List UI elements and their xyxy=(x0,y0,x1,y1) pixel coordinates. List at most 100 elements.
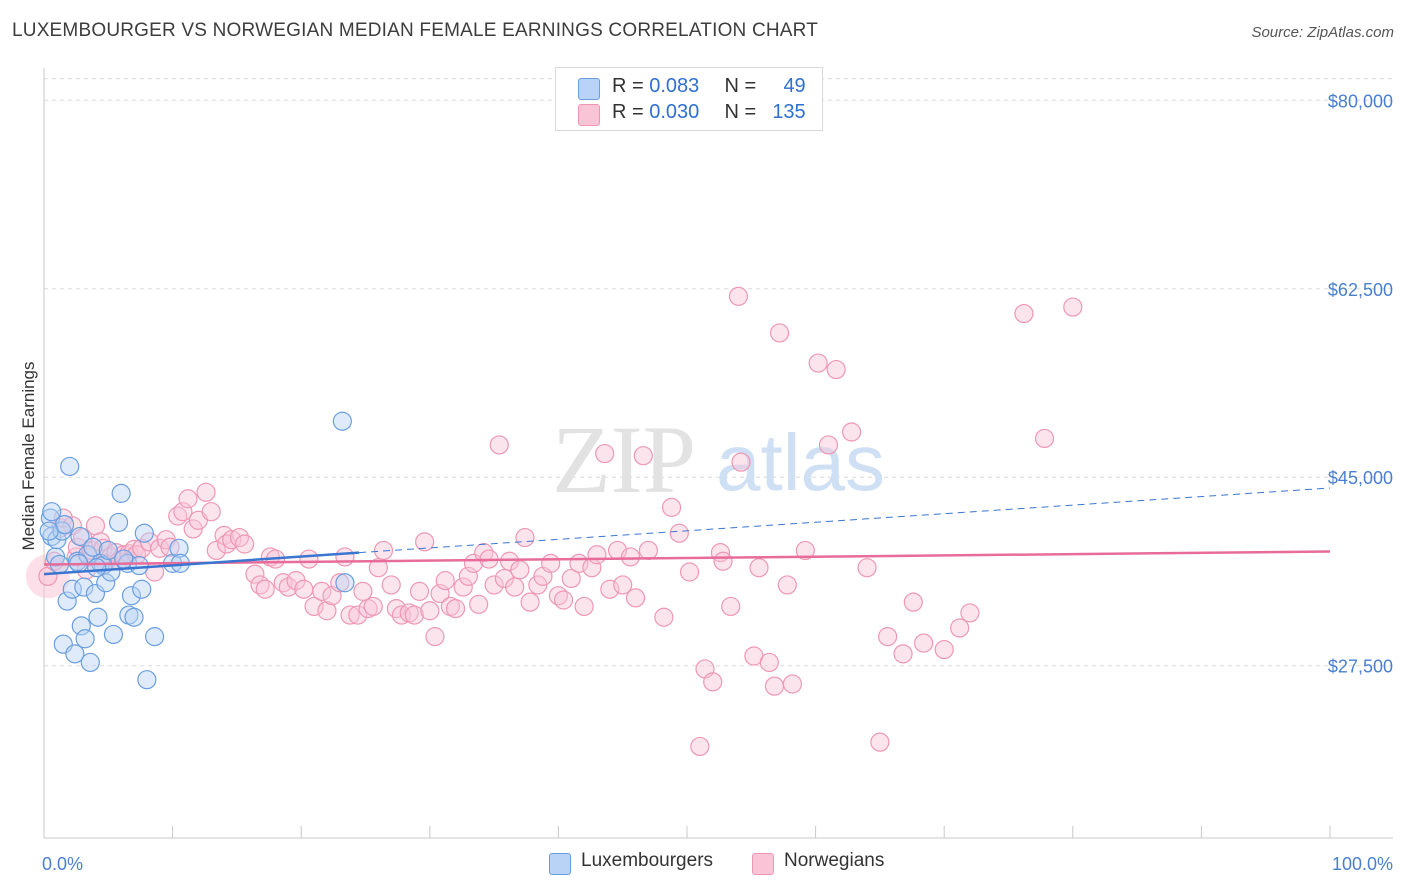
norwegian-point xyxy=(445,599,466,619)
norwegian-point xyxy=(574,596,594,617)
norwegian-point xyxy=(669,523,689,543)
luxembourger-point xyxy=(124,607,144,627)
norwegian-point xyxy=(294,579,314,599)
luxembourger-point xyxy=(121,586,142,606)
norwegian-point xyxy=(335,547,355,567)
norwegian-point xyxy=(638,540,659,561)
norwegian-point xyxy=(404,605,424,625)
norwegian-point xyxy=(690,736,710,757)
norwegian-point xyxy=(661,497,682,517)
y-tick-label: $27,500 xyxy=(1328,657,1393,677)
luxembourger-point xyxy=(80,652,100,673)
luxembourger-point xyxy=(57,591,77,611)
norwegian-point xyxy=(749,558,769,578)
norwegian-point xyxy=(587,545,607,565)
norwegian-point xyxy=(453,577,473,597)
norwegian-point xyxy=(340,605,360,625)
norwegian-point xyxy=(713,551,733,571)
norwegian-point xyxy=(245,564,265,584)
norwegian-point xyxy=(425,627,445,647)
norwegian-point xyxy=(703,672,723,692)
norwegian-point xyxy=(769,323,790,343)
x-tick-label: 0.0% xyxy=(42,854,83,874)
norwegian-point xyxy=(330,573,350,593)
luxembourger-point xyxy=(144,627,165,647)
luxembourger-point xyxy=(83,537,103,557)
norwegian-point xyxy=(510,560,530,580)
norwegian-point xyxy=(435,571,455,591)
norwegian-point xyxy=(914,633,934,653)
norwegians-points xyxy=(25,286,1083,757)
norwegian-point xyxy=(782,674,803,694)
luxembourger-point xyxy=(103,624,124,645)
norwegian-point xyxy=(474,543,494,563)
norwegian-point xyxy=(1014,303,1034,324)
luxembourger-point xyxy=(114,549,134,569)
norwegian-point xyxy=(633,446,653,466)
chart-source: Source: ZipAtlas.com xyxy=(1251,24,1394,41)
legend-n-value: 49 xyxy=(783,75,806,97)
norwegian-point xyxy=(255,579,275,599)
legend-n-label: N = xyxy=(724,75,757,97)
norwegian-point xyxy=(795,540,815,561)
norwegian-point xyxy=(505,577,525,597)
norwegian-point xyxy=(1034,428,1055,449)
norwegian-point xyxy=(235,534,255,554)
norwegian-point xyxy=(484,575,504,595)
norwegian-point xyxy=(934,639,954,660)
norwegian-point xyxy=(381,575,401,595)
luxembourger-point xyxy=(96,573,116,593)
y-axis-title: Median Female Earnings xyxy=(19,362,38,551)
norwegians-trend-line xyxy=(43,550,1331,566)
norwegian-point xyxy=(229,527,250,548)
norwegian-point xyxy=(317,601,337,621)
bottom-legend-swatch-pink xyxy=(752,853,774,875)
chart-title: LUXEMBOURGER VS NORWEGIAN MEDIAN FEMALE … xyxy=(12,20,819,41)
luxembourger-point xyxy=(332,411,352,431)
y-tick-label: $80,000 xyxy=(1328,91,1393,111)
luxembourgers-points xyxy=(39,411,355,690)
bottom-legend-label: Luxembourgers xyxy=(581,850,714,871)
luxembourger-point xyxy=(70,526,90,547)
norwegian-point xyxy=(201,502,221,522)
luxembourgers-trend-extension xyxy=(359,487,1331,554)
norwegian-point xyxy=(278,577,298,597)
norwegian-point xyxy=(613,575,633,595)
luxembourger-point xyxy=(88,607,108,627)
legend-r-label: R = xyxy=(612,101,644,123)
norwegian-point xyxy=(625,588,646,608)
norwegian-point xyxy=(893,644,913,664)
luxembourger-point xyxy=(74,577,94,597)
norwegian-point xyxy=(541,553,561,573)
luxembourger-point xyxy=(42,526,62,547)
bottom-legend-label: Norwegians xyxy=(784,850,885,871)
norwegian-point xyxy=(409,581,430,601)
norwegian-point xyxy=(808,353,828,373)
norwegian-point xyxy=(420,601,440,621)
legend-n-label: N = xyxy=(724,101,757,123)
x-tick-label: 100.0% xyxy=(1332,854,1393,874)
norwegian-point xyxy=(728,286,749,306)
norwegian-point xyxy=(299,549,319,569)
legend-swatch-blue xyxy=(578,78,600,100)
y-tick-label: $45,000 xyxy=(1328,468,1393,488)
norwegian-point xyxy=(469,594,489,614)
legend-n-value: 135 xyxy=(772,101,806,123)
norwegian-point xyxy=(304,596,324,617)
watermark-zip: ZIP xyxy=(552,406,696,513)
norwegian-point xyxy=(950,618,970,638)
norwegian-point xyxy=(206,540,226,561)
norwegian-point xyxy=(878,627,898,647)
norwegian-point xyxy=(826,359,846,380)
luxembourger-point xyxy=(108,512,129,533)
axes-layer xyxy=(43,68,1393,839)
watermark: ZIP atlas xyxy=(552,406,885,513)
y-tick-label: $62,500 xyxy=(1328,280,1393,300)
norwegian-point xyxy=(415,532,435,552)
norwegian-point xyxy=(353,581,373,601)
luxembourger-point xyxy=(60,456,80,477)
norwegian-point xyxy=(368,558,388,578)
legend-r-value: 0.083 xyxy=(649,75,700,97)
norwegian-point xyxy=(777,575,797,595)
